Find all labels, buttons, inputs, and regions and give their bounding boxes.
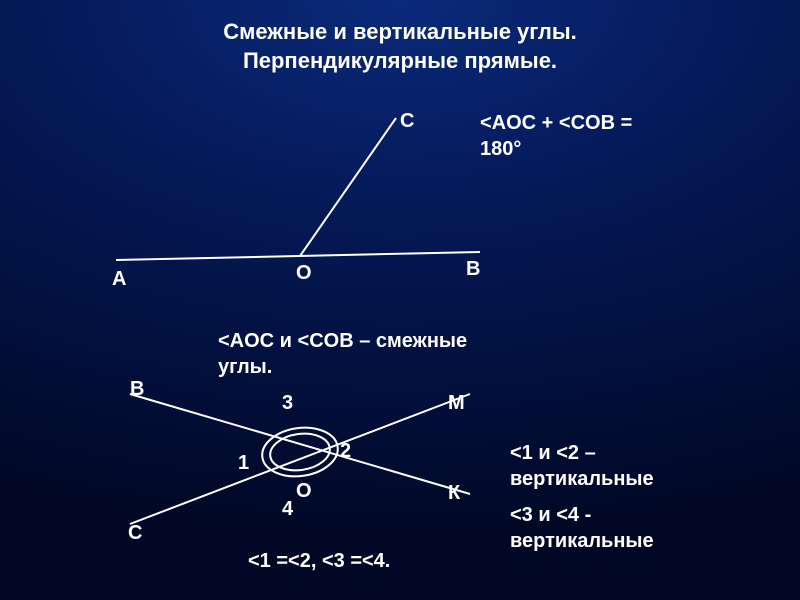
d2-label-3: 3 xyxy=(282,392,293,415)
bottom-equation: <1 =<2, <3 =<4. xyxy=(248,548,390,574)
caption-vertical-12: <1 и <2 – вертикальные xyxy=(510,440,654,492)
d2-label-k: К xyxy=(448,482,460,505)
d2-line-bk xyxy=(130,394,470,494)
d2-label-m: М xyxy=(448,392,465,415)
d1-label-o: О xyxy=(296,262,312,285)
geometry-svg xyxy=(0,0,800,600)
d1-label-b: В xyxy=(466,258,480,281)
d1-label-a: А xyxy=(112,268,126,291)
d1-line-ab xyxy=(116,252,480,260)
d2-label-4: 4 xyxy=(282,498,293,521)
d2-label-b: В xyxy=(130,378,144,401)
d2-label-1: 1 xyxy=(238,452,249,475)
d1-label-c: С xyxy=(400,110,414,133)
d2-label-2: 2 xyxy=(340,440,351,463)
d1-equation: <AOC + <COB = 180° xyxy=(480,110,632,162)
caption-adjacent: <AOC и <COB – смежные углы. xyxy=(218,328,467,380)
d2-label-o: О xyxy=(296,480,312,503)
d1-ray-oc xyxy=(300,118,396,256)
d2-line-cm xyxy=(130,394,470,524)
d2-label-c: С xyxy=(128,522,142,545)
caption-vertical-34: <3 и <4 - вертикальные xyxy=(510,502,654,554)
